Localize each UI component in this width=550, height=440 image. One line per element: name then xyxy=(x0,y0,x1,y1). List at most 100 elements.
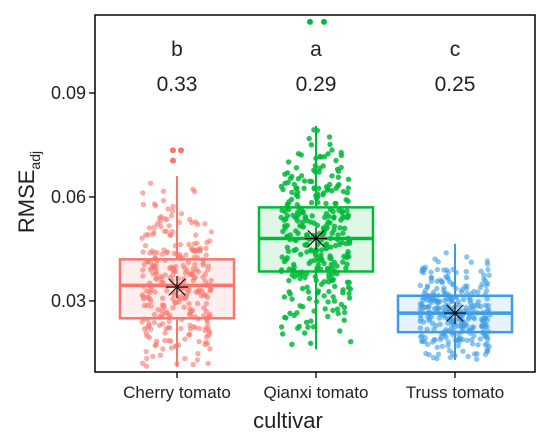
data-point xyxy=(316,185,322,192)
data-point xyxy=(430,354,437,361)
outlier-point xyxy=(178,147,184,154)
data-point xyxy=(297,303,303,309)
data-point xyxy=(295,189,301,195)
data-point xyxy=(280,228,286,235)
data-point xyxy=(154,249,160,256)
data-point xyxy=(325,313,331,320)
data-point xyxy=(439,278,445,284)
data-point xyxy=(457,336,463,343)
data-point xyxy=(182,355,188,362)
y-axis: 0.03 0.06 0.09 xyxy=(51,83,95,311)
data-point xyxy=(183,252,189,258)
significance-letter: c xyxy=(450,38,461,61)
data-point xyxy=(328,244,334,250)
data-point xyxy=(288,175,294,181)
data-point xyxy=(150,353,156,360)
data-point xyxy=(327,141,333,148)
data-point xyxy=(162,272,168,278)
data-point xyxy=(478,268,484,274)
data-point xyxy=(298,173,305,179)
data-point xyxy=(325,151,331,157)
data-point xyxy=(205,360,211,367)
data-point xyxy=(146,225,153,231)
data-point xyxy=(337,328,343,334)
data-point xyxy=(347,286,354,292)
data-point xyxy=(334,306,341,312)
data-point xyxy=(447,354,453,361)
data-point xyxy=(312,250,318,256)
data-point xyxy=(282,314,288,320)
data-point xyxy=(281,217,287,223)
data-point xyxy=(344,190,351,196)
data-point xyxy=(338,149,344,156)
data-point xyxy=(338,217,344,223)
data-point xyxy=(320,192,326,198)
data-point xyxy=(284,170,291,176)
data-point xyxy=(434,344,440,350)
data-point xyxy=(320,163,326,169)
data-point xyxy=(291,312,297,319)
data-point xyxy=(148,180,154,186)
data-point xyxy=(334,166,341,172)
data-point xyxy=(180,292,186,298)
data-point xyxy=(149,248,155,254)
data-point xyxy=(177,241,184,248)
data-point xyxy=(473,356,480,362)
data-point xyxy=(153,338,160,344)
data-point xyxy=(445,342,451,349)
data-point xyxy=(321,279,327,285)
data-point xyxy=(341,225,348,231)
plot-border xyxy=(94,14,536,373)
data-point xyxy=(153,275,159,282)
data-point xyxy=(434,285,440,292)
data-point xyxy=(178,210,185,217)
data-point xyxy=(168,338,174,344)
data-point xyxy=(331,227,337,233)
data-point xyxy=(143,348,149,355)
data-point xyxy=(318,154,324,160)
data-point xyxy=(470,314,476,320)
data-point xyxy=(287,291,293,297)
data-point xyxy=(417,334,424,340)
data-point xyxy=(182,265,188,271)
data-point xyxy=(330,208,336,215)
data-point xyxy=(308,199,315,206)
data-point xyxy=(326,288,332,295)
data-point xyxy=(285,179,291,186)
data-point xyxy=(188,245,195,252)
data-point xyxy=(168,345,175,351)
data-point xyxy=(170,296,176,302)
data-point xyxy=(443,334,449,341)
data-point xyxy=(208,286,214,293)
data-point xyxy=(182,336,188,342)
data-point xyxy=(475,302,481,309)
data-point xyxy=(426,304,432,310)
data-point xyxy=(289,341,295,347)
data-point xyxy=(432,337,438,343)
data-point xyxy=(160,295,166,301)
data-point xyxy=(327,253,333,259)
data-point xyxy=(208,229,215,235)
data-point xyxy=(345,198,351,204)
significance-letter: b xyxy=(171,38,183,61)
data-point xyxy=(169,208,176,214)
data-point xyxy=(436,315,443,321)
data-point xyxy=(304,284,310,290)
data-point xyxy=(444,296,451,302)
data-point xyxy=(308,258,314,264)
data-point xyxy=(448,298,455,305)
data-point xyxy=(295,151,302,157)
data-point xyxy=(203,252,209,258)
data-point xyxy=(426,316,433,322)
data-point xyxy=(158,214,164,220)
data-point xyxy=(291,261,297,268)
data-point xyxy=(440,305,446,311)
data-point xyxy=(435,305,442,312)
data-point xyxy=(203,339,209,345)
data-point xyxy=(345,213,351,219)
data-point xyxy=(464,283,470,289)
data-point xyxy=(340,230,346,236)
data-point xyxy=(321,260,327,267)
data-point xyxy=(341,304,348,311)
